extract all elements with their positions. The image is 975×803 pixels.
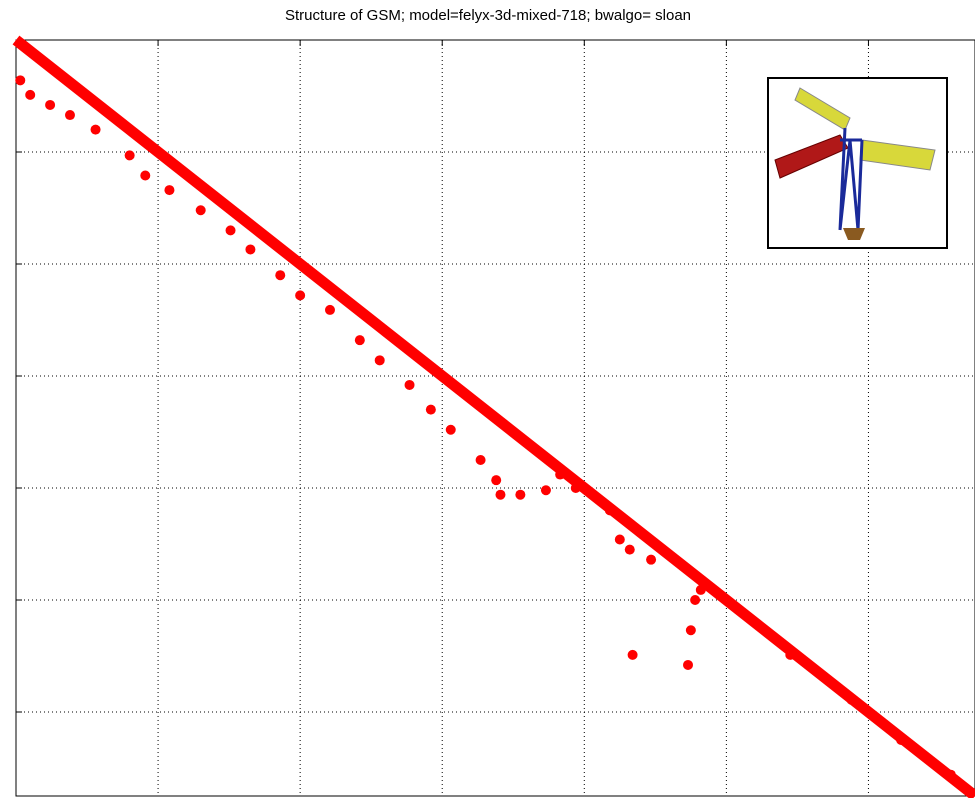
- nonzero-point: [625, 545, 635, 555]
- nonzero-point: [355, 335, 365, 345]
- nonzero-point: [446, 425, 456, 435]
- nonzero-point: [846, 695, 856, 705]
- nonzero-point: [555, 470, 565, 480]
- nonzero-point: [45, 100, 55, 110]
- nonzero-point: [571, 483, 581, 493]
- nonzero-point: [325, 305, 335, 315]
- nonzero-point: [896, 735, 906, 745]
- nonzero-point: [405, 380, 415, 390]
- nonzero-point: [275, 270, 285, 280]
- nonzero-point: [696, 585, 706, 595]
- nonzero-point: [245, 244, 255, 254]
- nonzero-point: [541, 485, 551, 495]
- nonzero-point: [515, 490, 525, 500]
- chart: Structure of GSM; model=felyx-3d-mixed-7…: [0, 0, 975, 798]
- page: {"chart_data": { "type": "scatter", "tit…: [0, 0, 975, 798]
- nonzero-point: [491, 475, 501, 485]
- nonzero-point: [628, 650, 638, 660]
- nonzero-point: [140, 171, 150, 181]
- nonzero-point: [605, 505, 615, 515]
- nonzero-point: [690, 595, 700, 605]
- nonzero-point: [946, 770, 956, 780]
- nonzero-point: [25, 90, 35, 100]
- nonzero-point: [125, 150, 135, 160]
- nonzero-point: [65, 110, 75, 120]
- model-inset: [768, 78, 947, 248]
- nonzero-point: [426, 405, 436, 415]
- nonzero-point: [196, 205, 206, 215]
- nonzero-point: [15, 75, 25, 85]
- nonzero-point: [295, 290, 305, 300]
- nonzero-point: [91, 125, 101, 135]
- nonzero-point: [686, 625, 696, 635]
- nonzero-point: [226, 225, 236, 235]
- nonzero-point: [785, 650, 795, 660]
- nonzero-point: [476, 455, 486, 465]
- nonzero-point: [646, 555, 656, 565]
- nonzero-point: [495, 490, 505, 500]
- nonzero-point: [683, 660, 693, 670]
- nonzero-point: [164, 185, 174, 195]
- chart-title: Structure of GSM; model=felyx-3d-mixed-7…: [285, 7, 691, 24]
- nonzero-point: [375, 355, 385, 365]
- nonzero-point: [615, 535, 625, 545]
